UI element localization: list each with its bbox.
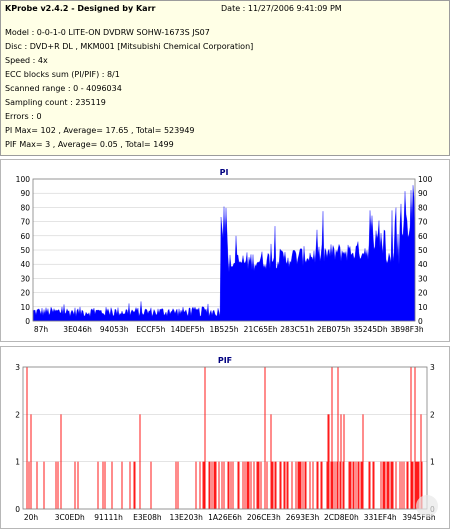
- y-tick-label-right: 40: [418, 260, 428, 269]
- y-tick-label-right: 50: [418, 246, 428, 255]
- y-tick-label-right: 2: [430, 410, 435, 419]
- pi-series-area: [32, 185, 416, 322]
- y-tick-label-left: 20: [20, 289, 30, 298]
- x-tick-label: 91111h: [94, 513, 123, 522]
- y-tick-label-right: 20: [418, 289, 428, 298]
- sampling-line: Sampling count : 235119: [5, 98, 106, 107]
- x-tick-label: 331EF4h: [364, 513, 397, 522]
- info-panel: KProbe v2.4.2 - Designed by Karr Date : …: [0, 0, 450, 156]
- speed-line: Speed : 4x: [5, 56, 48, 65]
- y-tick-label-right: 90: [418, 189, 428, 198]
- range-line: Scanned range : 0 - 4096034: [5, 84, 122, 93]
- ecc-line: ECC blocks sum (PI/PIF) : 8/1: [5, 70, 120, 79]
- y-tick-label-right: 10: [418, 303, 428, 312]
- y-tick-label-left: 0: [15, 505, 20, 514]
- x-tick-label: 3E046h: [63, 325, 92, 334]
- x-tick-label: 14DEF5h: [170, 325, 204, 334]
- chart-title: PI: [220, 168, 229, 177]
- x-tick-label: 3B98F3h: [390, 325, 424, 334]
- disc-line: Disc : DVD+R DL , MKM001 [Mitsubishi Che…: [5, 42, 254, 51]
- x-tick-label: 87h: [34, 325, 49, 334]
- errors-line: Errors : 0: [5, 112, 42, 121]
- x-tick-label: 1A26E6h: [208, 513, 242, 522]
- x-tick-label: 2EB075h: [317, 325, 351, 334]
- pif-plot-frame: [22, 366, 428, 510]
- x-tick-label: 283C51h: [280, 325, 314, 334]
- pi-summary-line: PI Max= 102 , Average= 17.65 , Total= 52…: [5, 126, 195, 135]
- y-tick-label-left: 30: [20, 274, 30, 283]
- pi-chart: PI 0 0 10 10 20 20 30 30 40 40 50 50 60 60 70 70 80 80 90 90…: [16, 168, 433, 334]
- x-tick-label: 94053h: [100, 325, 129, 334]
- y-tick-label-left: 80: [20, 203, 30, 212]
- y-tick-label-left: 0: [25, 317, 30, 326]
- y-tick-label-left: 60: [20, 232, 30, 241]
- y-tick-label-left: 40: [20, 260, 30, 269]
- y-tick-label-right: 60: [418, 232, 428, 241]
- y-tick-label-right: 3: [430, 363, 435, 372]
- y-tick-label-right: 100: [418, 175, 433, 184]
- y-tick-label-left: 70: [20, 218, 30, 227]
- pif-summary-line: PIF Max= 3 , Average= 0.05 , Total= 1499: [5, 140, 174, 149]
- y-tick-label-left: 50: [20, 246, 30, 255]
- x-tick-label: 3C0EDh: [55, 513, 85, 522]
- x-tick-label: 206CE3h: [247, 513, 281, 522]
- y-tick-label-left: 3: [15, 363, 20, 372]
- x-tick-label: 20h: [24, 513, 39, 522]
- model-line: Model : 0-0-1-0 LITE-ON DVDRW SOHW-1673S…: [5, 28, 210, 37]
- y-tick-label-left: 100: [16, 175, 31, 184]
- pi-plot-frame: [32, 178, 416, 322]
- x-tick-label: 21C65Eh: [244, 325, 278, 334]
- y-tick-label-right: 0: [418, 317, 423, 326]
- x-tick-label: ECCF5h: [136, 325, 165, 334]
- y-tick-label-left: 2: [15, 410, 20, 419]
- y-tick-label-right: 1: [430, 458, 435, 467]
- y-tick-label-left: 90: [20, 189, 30, 198]
- x-tick-label: 1B525h: [210, 325, 239, 334]
- x-tick-label: 3945FBh: [402, 513, 436, 522]
- watermark-icon: [416, 495, 438, 517]
- y-tick-label-right: 30: [418, 274, 428, 283]
- x-tick-label: 2CD8E0h: [324, 513, 359, 522]
- x-tick-label: 2693E3h: [286, 513, 320, 522]
- y-tick-label-right: 80: [418, 203, 428, 212]
- pif-chart: PIF0011223320h3C0EDh91111hE3E08h13E203h1…: [15, 356, 436, 522]
- pi-chart-panel: PI 0 0 10 10 20 20 30 30 40 40 50 50 60 60 70 70 80 80 90 90…: [0, 159, 450, 342]
- chart-title: PIF: [218, 356, 232, 365]
- y-tick-label-left: 1: [15, 458, 20, 467]
- y-tick-label-left: 10: [20, 303, 30, 312]
- x-tick-label: 35245Dh: [353, 325, 388, 334]
- x-tick-label: E3E08h: [133, 513, 162, 522]
- y-tick-label-right: 70: [418, 218, 428, 227]
- x-tick-label: 13E203h: [170, 513, 204, 522]
- pif-chart-panel: PIF0011223320h3C0EDh91111hE3E08h13E203h1…: [0, 346, 450, 529]
- app-title: KProbe v2.4.2 - Designed by Karr: [5, 4, 156, 13]
- scan-date: Date : 11/27/2006 9:41:09 PM: [221, 4, 342, 13]
